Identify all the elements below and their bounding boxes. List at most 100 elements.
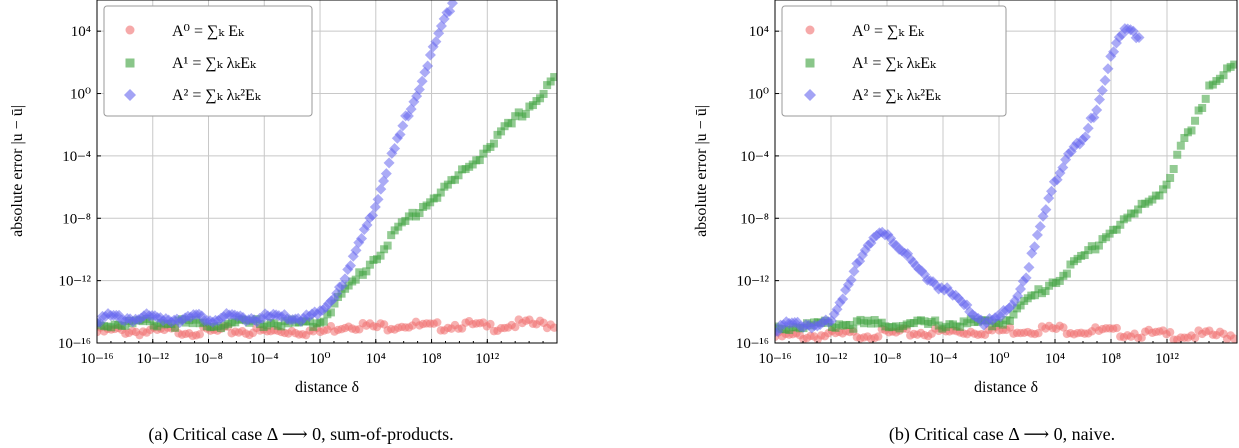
- x-tick-label-a-4: 10⁰: [310, 351, 331, 367]
- y-tick-label-b-3: 10−⁴: [740, 149, 769, 165]
- series-a-2-point-123: [430, 36, 442, 48]
- series-b-2-point-93: [1031, 229, 1043, 241]
- series-b-1-point-22: [849, 324, 858, 333]
- series-b-1-point-82: [1062, 269, 1071, 278]
- series-b-1-point-80: [1055, 276, 1064, 285]
- series-b-2-point-27: [845, 274, 857, 286]
- series-b-1-point-126: [1219, 71, 1228, 80]
- legend-box-b: [781, 5, 1007, 117]
- y-tick-label-b-2: 10−⁸: [740, 211, 769, 227]
- series-a-1-point-99: [443, 180, 452, 189]
- series-a-1-point-125: [536, 94, 545, 103]
- marks-a: [97, 0, 557, 341]
- y-tick-label-a-1: 10−¹²: [59, 274, 92, 290]
- series-a-1-point-129: [550, 73, 557, 82]
- series-a-1-point-106: [468, 160, 477, 169]
- y-tick-label-a-4: 10⁰: [70, 87, 91, 103]
- ticks-b: 10−¹⁶ 10−¹² 10−⁸ 10−⁴ 10⁰ 10⁴ 10⁸ 10¹² 10−¹⁶ 10−¹…: [736, 24, 1238, 367]
- series-b-2-point-114: [1091, 104, 1103, 116]
- series-b-2-point-24: [837, 293, 849, 305]
- series-a-2-point-129: [446, 0, 458, 9]
- series-b-2-point-129: [1133, 31, 1145, 43]
- series-a-1-point-119: [514, 108, 523, 117]
- series-a-1-point-121: [521, 109, 530, 118]
- x-tick-label-b-7: 10¹²: [1155, 351, 1179, 367]
- legend-marker-b-1: [805, 58, 815, 68]
- series-a-2-point-120: [422, 60, 434, 72]
- series-b-1-point-76: [1041, 287, 1050, 296]
- series-a-1-point-77: [365, 260, 374, 269]
- series-a-2-point-118: [416, 75, 428, 87]
- series-b-0-point-111: [1165, 328, 1175, 337]
- series-a-0-point-111: [486, 319, 495, 329]
- series-a-1-point-102: [454, 171, 463, 180]
- series-a-1-point-108: [475, 156, 484, 165]
- series-a-2-point-108: [389, 143, 401, 155]
- series-a-1-point-15: [146, 317, 155, 326]
- series-a-1-point-83: [387, 231, 396, 240]
- series-a-2-point-110: [394, 129, 406, 141]
- series-b-1-point-109: [1159, 185, 1168, 194]
- caption-a: (a) Critical case Δ ⟶ 0, sum-of-products…: [148, 424, 453, 445]
- series-a-1-point-112: [489, 139, 498, 148]
- series-a-0-point-74: [355, 325, 364, 334]
- series-b-2-point-98: [1046, 185, 1058, 197]
- series-a-1-point-96: [433, 193, 442, 202]
- series-b-1-point-102: [1134, 205, 1143, 214]
- series-a-2-point-93: [347, 250, 359, 262]
- y-tick-label-a-3: 10−⁴: [62, 149, 91, 165]
- legend-box-a: [103, 5, 313, 117]
- series-a-1-point-114: [497, 127, 506, 136]
- series-a-1-point-109: [479, 149, 488, 158]
- series-a-2-point-102: [372, 193, 384, 205]
- series-b-1-point-110: [1162, 180, 1171, 189]
- series-b-1-point-120: [1198, 103, 1207, 112]
- series-b-0-point-74: [1034, 329, 1043, 338]
- x-tick-label-a-5: 10⁴: [366, 351, 386, 367]
- series-b-2-point-89: [1020, 272, 1032, 284]
- x-axis-label-b: distance δ: [974, 379, 1038, 396]
- y-tick-label-b-1: 10−¹²: [737, 274, 770, 290]
- series-b-1-point-52: [956, 322, 965, 331]
- series-a-1-point-128: [546, 77, 555, 86]
- panel-b: 10−¹⁶ 10−¹² 10−⁸ 10−⁴ 10⁰ 10⁴ 10⁸ 10¹² 10−¹⁶ 10−¹…: [693, 0, 1238, 445]
- series-a-1-point-80: [376, 251, 385, 260]
- series-b-1-point-129: [1230, 60, 1237, 69]
- series-a-0-point-29: [195, 330, 204, 339]
- series-b-1-point-99: [1123, 213, 1132, 222]
- y-axis-label-b: absolute error |u − ū|: [693, 105, 710, 237]
- series-b-2-point-117: [1099, 74, 1111, 86]
- x-tick-label-b-2: 10−⁸: [873, 351, 902, 367]
- series-b-2-point-87: [1014, 283, 1026, 295]
- y-tick-label-b-5: 10⁴: [749, 24, 769, 40]
- legend-a: A⁰ = ∑ₖ Eₖ A¹ = ∑ₖ λₖEₖ A² = ∑ₖ λₖ²Eₖ: [103, 5, 313, 117]
- series-b-2-point-94: [1034, 221, 1046, 233]
- y-tick-label-b-4: 10⁰: [748, 87, 769, 103]
- y-tick-label-a-2: 10−⁸: [62, 211, 91, 227]
- legend-marker-a-2: [124, 89, 136, 101]
- series-b-0-point-129: [1230, 334, 1237, 343]
- series-a-2-point-106: [383, 157, 395, 169]
- x-tick-label-a-7: 10¹²: [475, 351, 499, 367]
- series-a-1-point-52: [277, 322, 286, 331]
- series-a-2-point-100: [367, 209, 379, 221]
- series-b-1-point-87: [1080, 251, 1089, 260]
- y-axis-label-a: absolute error |u − ū|: [9, 105, 26, 237]
- series-b-2-point-111: [1082, 122, 1094, 134]
- series-b-2-point-116: [1096, 84, 1108, 96]
- series-b-1-point-67: [1009, 310, 1018, 319]
- x-tick-label-b-0: 10−¹⁶: [758, 351, 791, 367]
- series-a-1-point-22: [170, 323, 179, 332]
- series-b-2-point-115: [1093, 94, 1105, 106]
- grid-a: [96, 0, 557, 344]
- series-a-1-point-91: [415, 209, 424, 218]
- series-b-2-point-110: [1079, 131, 1091, 143]
- series-a-2-point-90: [339, 273, 351, 285]
- series-b-1-point-69: [1016, 301, 1025, 310]
- series-b-1-point-101: [1130, 209, 1139, 218]
- series-b-1-point-66: [1005, 316, 1014, 325]
- legend-entry-b-0: A⁰ = ∑ₖ Eₖ: [852, 23, 925, 40]
- series-b-1-point-121: [1201, 94, 1210, 103]
- legend-marker-a-1: [125, 58, 135, 68]
- series-a-0-point-129: [550, 323, 557, 332]
